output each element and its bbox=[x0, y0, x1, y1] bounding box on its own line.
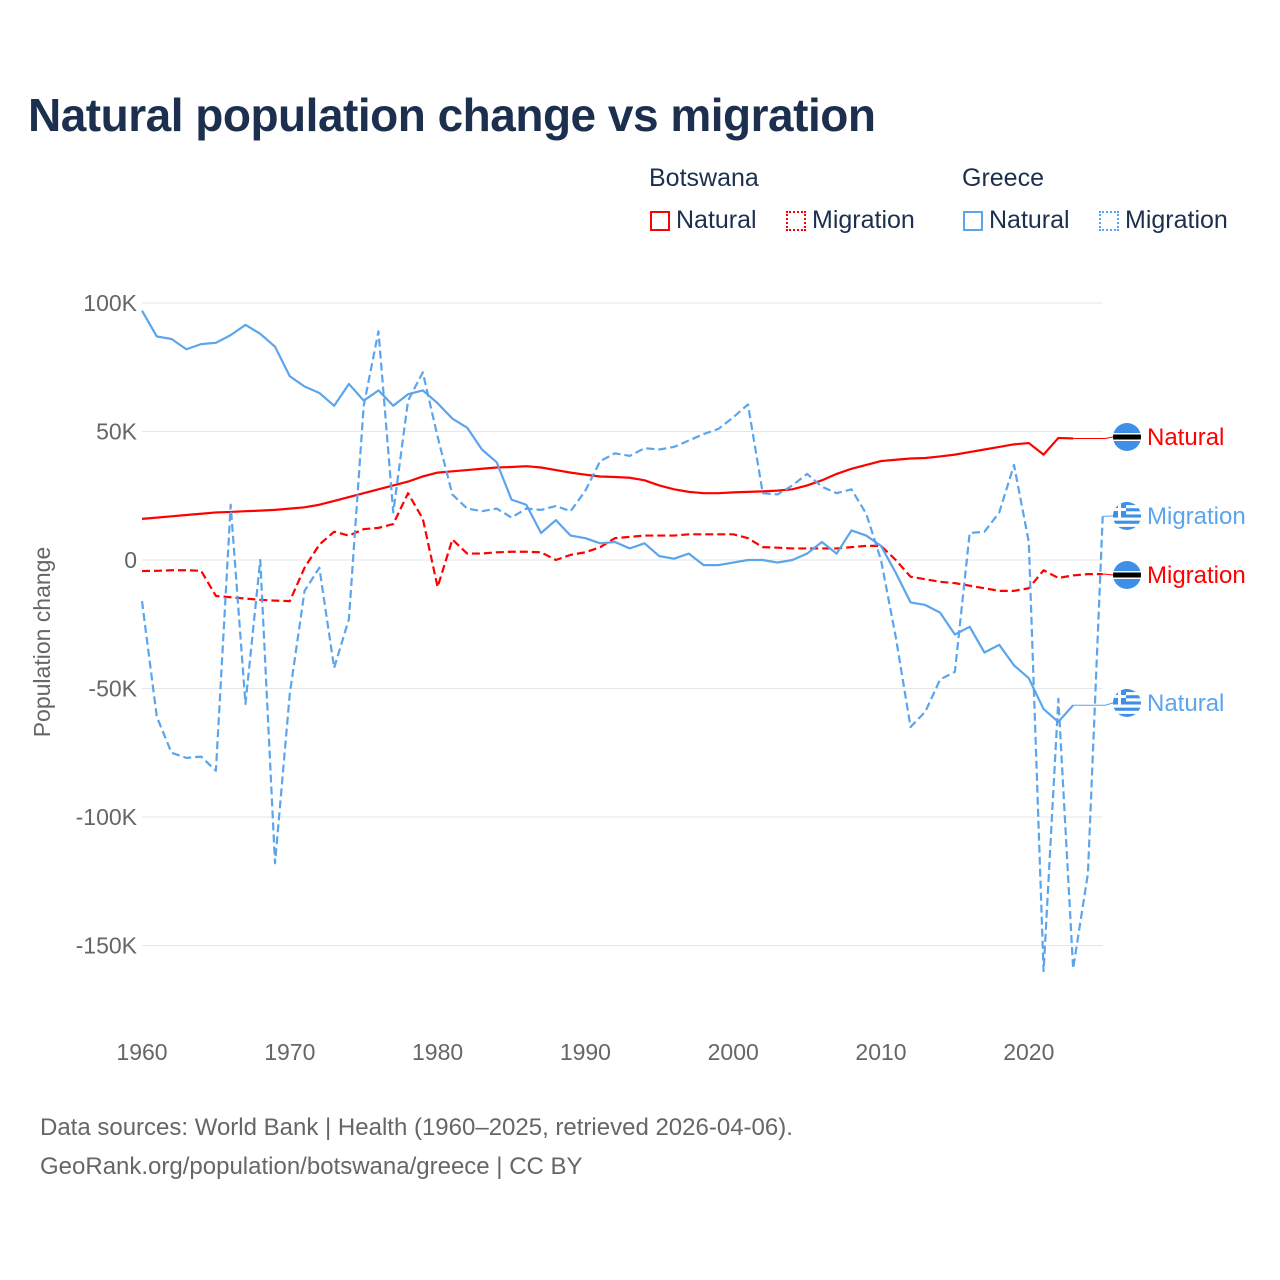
botswana-flag-icon bbox=[1113, 423, 1141, 451]
greece-flag-icon bbox=[1113, 689, 1141, 717]
y-tick-label: -100K bbox=[76, 804, 138, 830]
series-line-botswana-migration bbox=[141, 492, 1103, 603]
x-tick-label: 2000 bbox=[708, 1039, 759, 1065]
x-tick-label: 2020 bbox=[1003, 1039, 1054, 1065]
flag-band-black bbox=[1113, 572, 1141, 578]
y-tick-label: -150K bbox=[76, 933, 138, 959]
flag-stripe bbox=[1113, 707, 1141, 712]
flag-stripe bbox=[1113, 689, 1141, 693]
legend-label: Natural bbox=[989, 206, 1070, 234]
source-note: Data sources: World Bank | Health (1960–… bbox=[40, 1108, 793, 1186]
x-tick-label: 1990 bbox=[560, 1039, 611, 1065]
legend-swatch-dotted bbox=[786, 210, 806, 231]
x-tick-label: 1970 bbox=[264, 1039, 315, 1065]
flag-cross-v bbox=[1118, 502, 1121, 518]
flag-band-black bbox=[1113, 434, 1141, 440]
legend-swatch-dotted bbox=[1099, 210, 1119, 231]
series-end-label: Natural bbox=[1147, 424, 1224, 451]
series-end-label: Natural bbox=[1147, 690, 1224, 717]
x-tick-label: 2010 bbox=[855, 1039, 906, 1065]
legend-label: Natural bbox=[676, 206, 757, 234]
legend-greece-migration[interactable]: Migration bbox=[1099, 206, 1228, 235]
x-tick-label: 1960 bbox=[116, 1039, 167, 1065]
flag-stripe bbox=[1113, 523, 1141, 528]
label-leader-line bbox=[1102, 573, 1114, 576]
flag-stripe bbox=[1113, 704, 1141, 708]
flag-stripe bbox=[1113, 695, 1141, 699]
flag-stripe bbox=[1113, 508, 1141, 512]
flag-stripe bbox=[1113, 505, 1141, 509]
flag-stripe bbox=[1113, 698, 1141, 702]
source-line-1: Data sources: World Bank | Health (1960–… bbox=[40, 1114, 793, 1141]
series-line-botswana-natural bbox=[141, 436, 1074, 520]
legend-label: Migration bbox=[1125, 206, 1228, 234]
legend-botswana-migration[interactable]: Migration bbox=[786, 206, 915, 235]
flag-stripe bbox=[1113, 526, 1141, 530]
series-line-greece-migration bbox=[140, 330, 1104, 973]
legend-group-botswana: Botswana bbox=[649, 164, 759, 192]
botswana-flag-icon bbox=[1113, 561, 1141, 589]
flag-stripe bbox=[1113, 713, 1141, 717]
flag-stripe bbox=[1113, 692, 1141, 696]
y-tick-label: 0 bbox=[124, 547, 137, 573]
chart-title: Natural population change vs migration bbox=[28, 89, 876, 141]
series-line-greece-natural bbox=[141, 310, 1074, 724]
flag-stripe bbox=[1113, 517, 1141, 521]
legend-swatch-solid bbox=[963, 210, 983, 231]
flag-stripe bbox=[1113, 520, 1141, 525]
flag-stripe bbox=[1113, 701, 1141, 705]
legend-group-greece: Greece bbox=[962, 164, 1044, 192]
legend-label: Migration bbox=[812, 206, 915, 234]
x-tick-label: 1980 bbox=[412, 1039, 463, 1065]
legend-botswana-natural[interactable]: Natural bbox=[650, 206, 757, 235]
series-end-label: Migration bbox=[1147, 503, 1246, 530]
series-end-label: Migration bbox=[1147, 562, 1246, 589]
legend-greece-natural[interactable]: Natural bbox=[963, 206, 1070, 235]
flag-cross-v bbox=[1118, 689, 1121, 705]
y-tick-label: 100K bbox=[83, 290, 137, 316]
greece-flag-icon bbox=[1113, 502, 1141, 530]
source-line-2[interactable]: GeoRank.org/population/botswana/greece |… bbox=[40, 1153, 583, 1180]
y-tick-label: -50K bbox=[88, 676, 137, 702]
y-axis-label: Population change bbox=[29, 547, 55, 738]
y-tick-label: 50K bbox=[96, 419, 138, 445]
label-leader-line bbox=[1073, 702, 1114, 706]
flag-stripe bbox=[1113, 511, 1141, 515]
flag-stripe bbox=[1113, 502, 1141, 506]
label-leader-line bbox=[1073, 436, 1114, 439]
legend-swatch-solid bbox=[650, 210, 670, 231]
flag-stripe bbox=[1113, 710, 1141, 715]
flag-stripe bbox=[1113, 514, 1141, 518]
